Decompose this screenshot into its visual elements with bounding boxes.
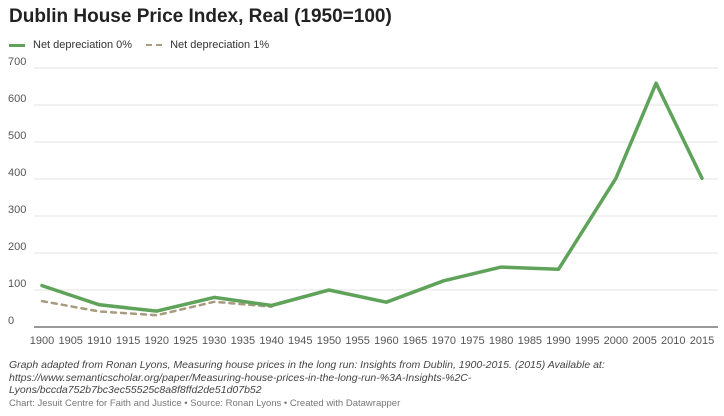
y-tick-label: 300: [8, 204, 26, 216]
legend-swatch-dashed: [146, 44, 163, 46]
x-tick-label: 2010: [661, 335, 685, 347]
x-tick-label: 1965: [403, 335, 427, 347]
x-tick-label: 1905: [58, 335, 82, 347]
legend: Net depreciation 0% Net depreciation 1%: [9, 37, 283, 53]
x-tick-label: 1920: [145, 335, 169, 347]
credit-line: Chart: Jesuit Centre for Faith and Justi…: [9, 398, 401, 409]
x-tick-label: 1970: [431, 335, 455, 347]
series-line-depreciation-1: [40, 299, 273, 317]
x-tick-label: 1915: [116, 335, 140, 347]
x-tick-label: 1960: [374, 335, 398, 347]
legend-item-depreciation-1: Net depreciation 1%: [146, 39, 269, 51]
legend-swatch-solid: [9, 43, 25, 47]
x-tick-label: 1935: [231, 335, 255, 347]
y-tick-label: 400: [8, 167, 26, 179]
line-chart: 0 100 200 300 400 500 600 700 1900 1905 1910 1915 19…: [8, 56, 718, 347]
series-line-depreciation-0: [40, 81, 704, 313]
x-tick-label: 1930: [202, 335, 226, 347]
x-tick-label: 2000: [604, 335, 628, 347]
x-tick-label: 1995: [575, 335, 599, 347]
x-tick-label: 1955: [345, 335, 369, 347]
x-tick-label: 2005: [632, 335, 656, 347]
x-tick-label: 1975: [460, 335, 484, 347]
x-tick-label: 1940: [259, 335, 283, 347]
x-tick-label: 1980: [489, 335, 513, 347]
y-tick-label: 500: [8, 130, 26, 142]
y-tick-label: 600: [8, 93, 26, 105]
y-tick-label: 700: [8, 56, 26, 68]
x-tick-label: 1900: [30, 335, 54, 347]
x-tick-label: 2015: [690, 335, 714, 347]
y-tick-label: 200: [8, 241, 26, 253]
chart-title: Dublin House Price Index, Real (1950=100…: [9, 6, 392, 27]
x-tick-label: 1990: [546, 335, 570, 347]
x-tick-label: 1985: [518, 335, 542, 347]
legend-item-depreciation-0: Net depreciation 0%: [9, 39, 132, 51]
legend-label-depreciation-0: Net depreciation 0%: [33, 39, 133, 51]
x-tick-label: 1945: [288, 335, 312, 347]
legend-label-depreciation-1: Net depreciation 1%: [170, 39, 270, 51]
x-tick-label: 1910: [87, 335, 111, 347]
y-tick-label: 100: [8, 278, 26, 290]
x-tick-label: 1925: [173, 335, 197, 347]
y-tick-label: 0: [8, 315, 14, 327]
x-tick-label: 1950: [317, 335, 341, 347]
source-note: Graph adapted from Ronan Lyons, Measurin…: [9, 359, 605, 396]
